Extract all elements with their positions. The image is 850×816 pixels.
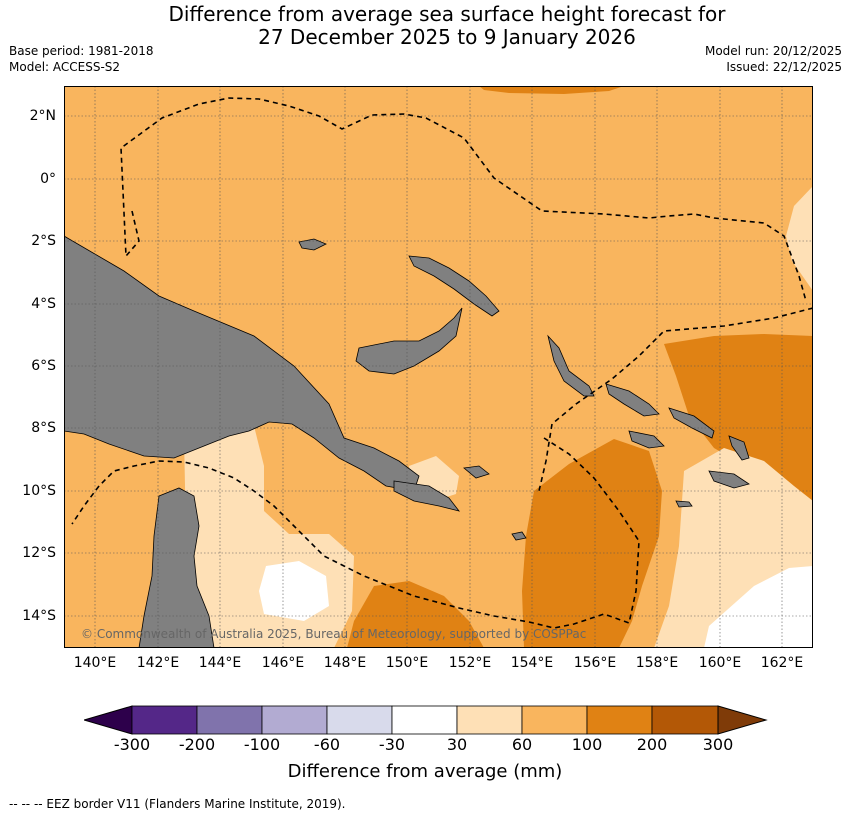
land-manus [298,238,327,251]
land-rossel [511,531,527,541]
eez-border-png [120,97,807,302]
band-neutral-coral-sea [259,561,329,621]
band-100-200-south-central [522,439,662,648]
lat-label-8s: 8°S [31,420,56,436]
land-new-guinea [64,235,420,492]
band-neutral-southeast [704,566,813,648]
eez-border-solomons-south [98,437,640,629]
band-100-200-south-west [347,581,484,648]
lon-label-154e: 154°E [510,655,554,671]
colorbar-bin-7 [521,705,588,735]
lon-label-142e: 142°E [136,655,180,671]
lat-label-4s: 4°S [31,296,56,312]
colorbar-tick-m300: -300 [113,735,151,754]
colorbar-tick-m30: -30 [378,735,406,754]
lon-label-156e: 156°E [573,655,617,671]
chart-title: Difference from average sea surface heig… [0,3,850,49]
title-line-1: Difference from average sea surface heig… [168,2,726,26]
lat-label-2n: 2°N [29,108,56,124]
land-makira [708,470,750,489]
land-new-guinea-tail [393,480,461,512]
band-30-60-east-edge [786,186,813,291]
lon-label-152e: 152°E [448,655,492,671]
lon-label-146e: 146°E [261,655,305,671]
lon-label-162e: 162°E [760,655,804,671]
map-frame [64,86,813,648]
colorbar-tick-60: 60 [511,735,533,754]
lon-label-144e: 144°E [198,655,242,671]
lon-label-150e: 150°E [385,655,429,671]
eez-footnote: -- -- -- EEZ border V11 (Flanders Marine… [9,797,346,811]
land-bougainville [547,334,595,397]
band-100-200-north [479,86,624,94]
land-new-britain [355,307,463,375]
colorbar-bin-5 [391,705,458,735]
colorbar-bin-4 [326,705,393,735]
colorbar-bin-2 [196,705,263,735]
land-guadalcanal [628,430,665,449]
colorbar-tick-200: 200 [636,735,668,754]
lat-label-12s: 12°S [22,545,56,561]
lon-label-148e: 148°E [323,655,367,671]
colorbar-tick-100: 100 [571,735,603,754]
colorbar-bin-6 [456,705,523,735]
model-name: Model: ACCESS-S2 [9,60,121,74]
colorbar-tick-m60: -60 [313,735,341,754]
graticule [64,86,813,648]
land-santa-isabel [668,407,715,439]
lat-label-10s: 10°S [22,483,56,499]
land-new-ireland [408,255,500,317]
lon-label-158e: 158°E [635,655,679,671]
eez-border-png-solomons [538,307,813,492]
copyright-notice: © Commonwealth of Australia 2025, Bureau… [81,627,586,641]
colorbar-label: Difference from average (mm) [287,761,563,782]
colorbar-bin-3 [261,705,328,735]
land-malaita [728,435,750,461]
title-line-2: 27 December 2025 to 9 January 2026 [258,25,636,49]
colorbar-extend-low [84,705,133,735]
band-100-200-east [664,334,813,501]
lon-label-140e: 140°E [73,655,117,671]
base-period: Base period: 1981-2018 [9,44,154,58]
lat-label-2s: 2°S [31,233,56,249]
colorbar-bin-9 [651,705,719,735]
colorbar-tick-m200: -200 [178,735,216,754]
colorbar [84,705,768,735]
land-rennell [675,500,693,508]
colorbar-bin-8 [586,705,653,735]
colorbar-bin-1 [131,705,198,735]
land-choiseul [605,383,660,417]
colorbar-tick-30: 30 [446,735,468,754]
colorbar-tick-300: 300 [702,735,734,754]
lat-label-6s: 6°S [31,358,56,374]
lon-label-160e: 160°E [698,655,742,671]
model-run: Model run: 20/12/2025 [704,44,842,58]
colorbar-extend-high [717,705,768,735]
lat-label-0: 0° [40,171,56,187]
meta-right: Model run: 20/12/2025 Issued: 22/12/2025 [705,43,842,75]
colorbar-tick-m100: -100 [243,735,281,754]
sea-surface-height-map: © Commonwealth of Australia 2025, Bureau… [64,86,813,648]
issued-date: Issued: 22/12/2025 [726,60,842,74]
eez-border-torres [71,485,100,525]
meta-left: Base period: 1981-2018 Model: ACCESS-S2 [9,43,154,75]
lat-label-14s: 14°S [22,608,56,624]
